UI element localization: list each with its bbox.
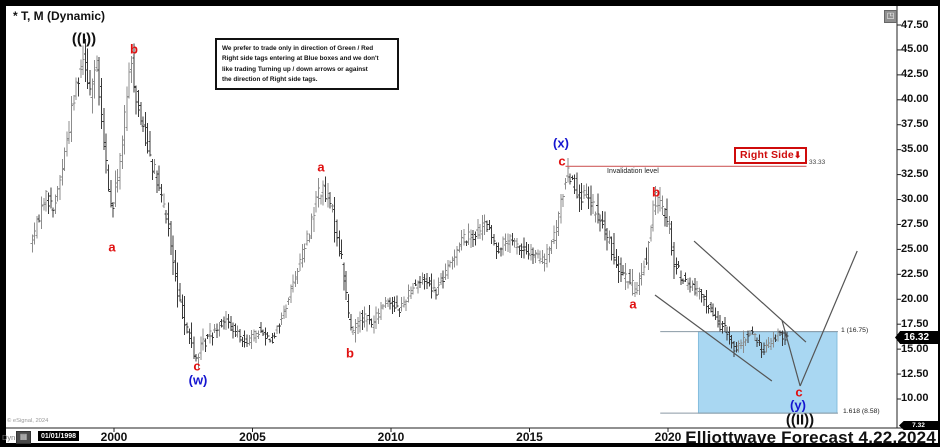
low-price-badge: 7.32 bbox=[899, 421, 938, 430]
year-tick-label: 2015 bbox=[516, 430, 543, 444]
year-tick-label: 2000 bbox=[100, 430, 128, 444]
wave-label: b bbox=[346, 345, 354, 361]
trendline-projection-up bbox=[799, 250, 858, 387]
wave-label: c bbox=[795, 384, 803, 400]
start-date-badge: 01/01/1998 bbox=[38, 431, 80, 441]
year-tick-label: 2010 bbox=[377, 430, 405, 444]
price-tick-label: 42.50 bbox=[901, 68, 929, 81]
note-line: the direction of Right side tags. bbox=[222, 75, 318, 83]
note-line: like trading Turning up / down arrows or… bbox=[222, 65, 368, 73]
wave-label: b bbox=[652, 184, 660, 200]
dyn-mode-label[interactable]: Dyn bbox=[2, 433, 16, 442]
right-side-label: Right Side bbox=[740, 149, 794, 161]
note-line: We prefer to trade only in direction of … bbox=[222, 45, 374, 52]
wave-label: c bbox=[558, 153, 566, 169]
trendline-projection-down bbox=[781, 320, 801, 387]
price-tick-label: 20.00 bbox=[901, 292, 929, 305]
wave-label: ((I)) bbox=[71, 30, 97, 48]
fib-level-1-label: 1 (16.75) bbox=[841, 327, 869, 334]
wave-label: (y) bbox=[790, 397, 806, 413]
wave-label: ((II)) bbox=[785, 411, 815, 429]
trendline-channel-upper bbox=[693, 240, 807, 343]
price-tick-label: 17.50 bbox=[901, 317, 929, 330]
price-tick-label: 12.50 bbox=[901, 367, 929, 380]
price-tick-label: 32.50 bbox=[901, 168, 929, 181]
dyn-tool-icon[interactable]: ▦ bbox=[16, 431, 31, 444]
price-tick-label: 25.00 bbox=[901, 242, 929, 255]
down-arrow-icon: ⬇ bbox=[793, 150, 802, 160]
price-tick-label: 45.00 bbox=[901, 43, 929, 56]
current-price-badge: 16.32 bbox=[895, 331, 938, 344]
fib-level-1618-label: 1.618 (8.58) bbox=[843, 408, 880, 415]
esignal-copyright: © eSignal, 2024 bbox=[7, 418, 49, 424]
price-tick-label: 37.50 bbox=[901, 118, 929, 131]
price-tick-label: 30.00 bbox=[901, 193, 929, 206]
price-tick-label: 47.50 bbox=[901, 18, 929, 31]
wave-label: c bbox=[193, 358, 201, 374]
price-bars bbox=[30, 39, 789, 369]
wave-label: a bbox=[629, 296, 637, 312]
price-tick-label: 40.00 bbox=[901, 93, 929, 106]
year-tick-label: 2020 bbox=[654, 430, 682, 444]
wave-label: a bbox=[317, 159, 325, 175]
invalidation-price-label: 33.33 bbox=[809, 159, 826, 166]
popout-icon[interactable]: ◳ bbox=[884, 10, 897, 23]
wave-label: (w) bbox=[188, 372, 208, 388]
wave-label: a bbox=[108, 239, 116, 255]
price-tick-label: 27.50 bbox=[901, 217, 929, 230]
price-tick-label: 35.00 bbox=[901, 143, 929, 156]
note-line: Right side tags entering at Blue boxes a… bbox=[222, 55, 379, 63]
right-side-tag[interactable]: Right Side⬇ bbox=[734, 147, 807, 164]
trading-note-box: We prefer to trade only in direction of … bbox=[215, 38, 399, 90]
symbol-title: * T, M (Dynamic) bbox=[13, 9, 106, 23]
year-tick-label: 2005 bbox=[239, 430, 266, 444]
invalidation-level-label: Invalidation level bbox=[607, 168, 659, 175]
brand-watermark: Elliottwave Forecast 4.22.2024 bbox=[685, 428, 936, 447]
price-tick-label: 10.00 bbox=[901, 392, 929, 405]
price-tick-label: 22.50 bbox=[901, 267, 929, 280]
trendline-channel-lower bbox=[654, 294, 773, 382]
price-tick-label: 15.00 bbox=[901, 342, 929, 355]
wave-label: b bbox=[130, 41, 138, 57]
blue-box-target-zone[interactable] bbox=[697, 331, 838, 414]
wave-label: (x) bbox=[553, 135, 569, 151]
